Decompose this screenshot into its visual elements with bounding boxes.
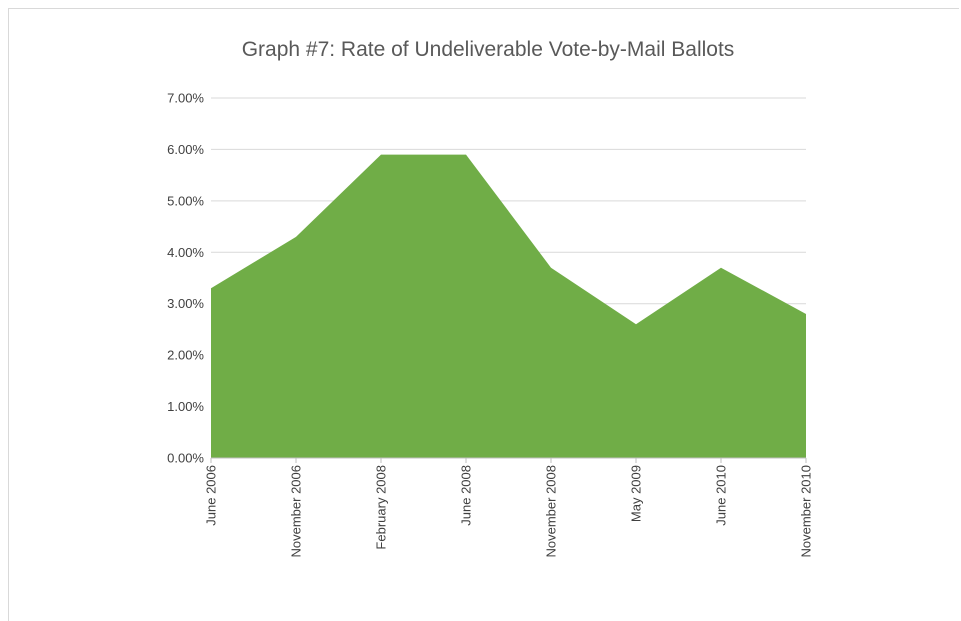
area-fill: [211, 154, 806, 459]
area-series: [210, 154, 807, 459]
x-tick-label: June 2010: [714, 465, 729, 526]
y-tick-label: 6.00%: [167, 142, 204, 157]
x-tick-label: November 2008: [544, 465, 559, 558]
y-tick-label: 3.00%: [167, 296, 204, 311]
x-tick-label: May 2009: [629, 465, 644, 522]
x-tick-label: November 2006: [289, 465, 304, 558]
y-tick-label: 2.00%: [167, 348, 204, 363]
x-tick-label: June 2008: [459, 465, 474, 526]
x-axis-ticks: June 2006 November 2006 February 2008 June …: [204, 458, 814, 558]
x-tick-label: November 2010: [799, 465, 814, 558]
y-tick-label: 0.00%: [167, 451, 204, 466]
x-tick-label: June 2006: [204, 465, 219, 526]
y-tick-label: 4.00%: [167, 245, 204, 260]
y-tick-label: 1.00%: [167, 399, 204, 414]
y-tick-label: 7.00%: [167, 91, 204, 106]
chart-title: Graph #7: Rate of Undeliverable Vote-by-…: [242, 38, 735, 61]
x-tick-label: February 2008: [374, 465, 389, 550]
y-tick-label: 5.00%: [167, 193, 204, 208]
y-axis-ticks: 0.00% 1.00% 2.00% 3.00% 4.00% 5.00% 6.00% 7.00%: [167, 91, 204, 466]
